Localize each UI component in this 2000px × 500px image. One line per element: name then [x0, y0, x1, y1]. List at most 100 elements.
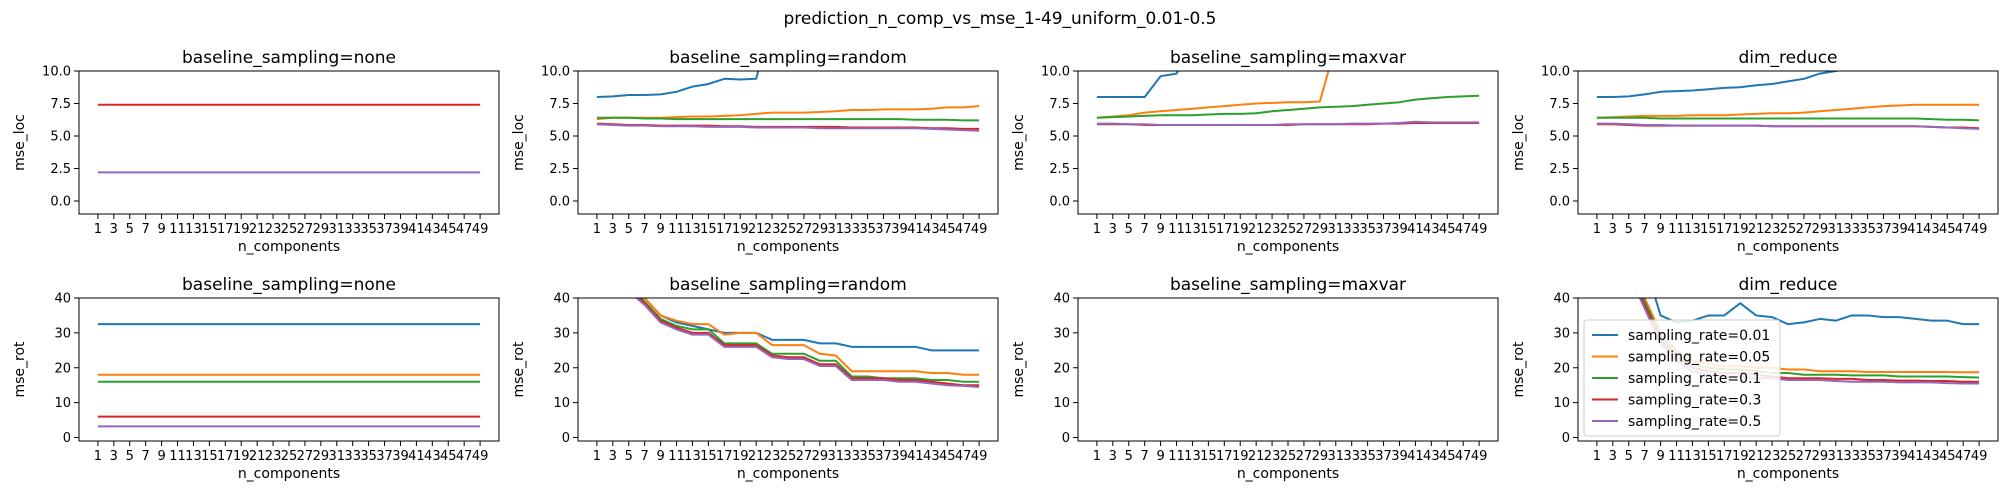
- x-tick-label: 43: [1423, 449, 1440, 464]
- y-tick-label: 10.0: [1041, 65, 1070, 80]
- x-tick-label: 37: [376, 449, 393, 464]
- x-tick-label: 35: [1359, 449, 1376, 464]
- x-tick-label: 13: [1184, 222, 1201, 237]
- x-tick-label: 43: [1923, 449, 1940, 464]
- x-tick-label: 47: [1955, 449, 1972, 464]
- y-tick-label: 40: [1553, 292, 1570, 307]
- y-tick-label: 2.5: [50, 162, 71, 177]
- x-axis-label: n_components: [1237, 239, 1339, 255]
- x-tick-label: 43: [1423, 222, 1440, 237]
- x-tick-label: 49: [1471, 222, 1488, 237]
- x-tick-label: 9: [656, 449, 664, 464]
- x-tick-label: 45: [1939, 449, 1956, 464]
- y-tick-label: 30: [1053, 326, 1070, 341]
- x-tick-label: 37: [1875, 222, 1892, 237]
- x-tick-label: 23: [265, 222, 282, 237]
- x-tick-label: 21: [748, 222, 765, 237]
- x-tick-label: 47: [955, 222, 972, 237]
- x-tick-label: 47: [955, 449, 972, 464]
- x-tick-label: 25: [1280, 449, 1297, 464]
- x-tick-label: 47: [1455, 449, 1472, 464]
- x-tick-label: 49: [472, 222, 489, 237]
- x-tick-label: 5: [1125, 222, 1133, 237]
- x-tick-label: 49: [472, 449, 489, 464]
- plot-frame: [78, 70, 500, 215]
- y-tick-label: 20: [1053, 361, 1070, 376]
- series-line-sampling-rate-0-5: [635, 298, 980, 388]
- series-line-sampling-rate-0-01: [596, 71, 760, 98]
- panel-3: 0.02.55.07.510.01 3 5 7 9 11 13 15 17 19 21 23 25 27 2…: [1011, 48, 1499, 255]
- x-tick-label: 5: [126, 449, 134, 464]
- x-tick-label: 9: [157, 222, 165, 237]
- x-axis-label: n_components: [1237, 466, 1339, 482]
- x-tick-label: 27: [1296, 449, 1313, 464]
- x-tick-label: 43: [1923, 222, 1940, 237]
- x-tick-label: 39: [392, 222, 409, 237]
- legend-label: sampling_rate=0.3: [1628, 393, 1761, 409]
- x-tick-label: 17: [217, 449, 234, 464]
- x-axis-label: n_components: [737, 466, 839, 482]
- y-tick-label: 10: [1053, 396, 1070, 411]
- legend: sampling_rate=0.01 sampling_rate=0.05samp…: [1583, 319, 1781, 437]
- x-tick-label: 11: [169, 449, 186, 464]
- y-tick-label: 40: [553, 292, 570, 307]
- x-tick-label: 29: [313, 449, 330, 464]
- x-axis-label: n_components: [238, 466, 340, 482]
- y-tick-label: 0: [562, 431, 570, 446]
- panel-title: dim_reduce: [1738, 48, 1837, 68]
- series-group: [1096, 71, 1480, 126]
- x-tick-label: 35: [1859, 449, 1876, 464]
- panel-4: 0.02.55.07.510.01 3 5 7 9 11 13 15 17 19 21 23 25 27 2…: [1511, 48, 1999, 255]
- x-tick-label: 45: [939, 222, 956, 237]
- x-tick-label: 23: [1764, 449, 1781, 464]
- y-axis-label: mse_loc: [1011, 114, 1027, 171]
- y-axis-label: mse_rot: [511, 341, 527, 398]
- x-tick-label: 1: [1093, 222, 1101, 237]
- x-tick-label: 5: [126, 222, 134, 237]
- y-tick-label: 0: [63, 431, 71, 446]
- y-tick-label: 5.0: [50, 130, 71, 145]
- x-tick-label: 17: [217, 222, 234, 237]
- x-tick-label: 39: [1891, 222, 1908, 237]
- x-tick-label: 31: [1828, 449, 1845, 464]
- x-tick-label: 39: [1391, 222, 1408, 237]
- x-tick-label: 45: [1439, 449, 1456, 464]
- x-tick-label: 41: [1907, 222, 1924, 237]
- y-tick-label: 20: [54, 361, 71, 376]
- x-tick-label: 23: [1264, 449, 1281, 464]
- x-tick-label: 21: [1748, 449, 1765, 464]
- x-tick-label: 23: [1264, 222, 1281, 237]
- y-tick-label: 0.0: [549, 195, 570, 210]
- panel-2: 0.02.55.07.510.01 3 5 7 9 11 13 15 17 19 21 23 25 27 2…: [511, 48, 999, 255]
- x-tick-label: 3: [609, 449, 617, 464]
- x-axis-label: n_components: [238, 239, 340, 255]
- panel-title: baseline_sampling=random: [669, 48, 907, 68]
- series-line-sampling-rate-0-05: [596, 105, 980, 121]
- x-tick-label: 19: [1732, 222, 1749, 237]
- x-tick-label: 13: [1684, 222, 1701, 237]
- x-tick-label: 17: [1216, 222, 1233, 237]
- y-tick-label: 0.0: [1549, 195, 1570, 210]
- x-tick-label: 35: [1359, 222, 1376, 237]
- x-tick-label: 35: [360, 222, 377, 237]
- series-line-sampling-rate-0-1: [640, 298, 980, 383]
- x-tick-label: 3: [110, 222, 118, 237]
- x-tick-label: 5: [1625, 449, 1633, 464]
- x-tick-label: 7: [142, 449, 150, 464]
- x-tick-label: 25: [780, 449, 797, 464]
- x-tick-label: 27: [297, 449, 314, 464]
- x-tick-label: 21: [1248, 222, 1265, 237]
- series-group: [1596, 71, 1980, 130]
- x-tick-label: 45: [440, 222, 457, 237]
- x-tick-label: 13: [1184, 449, 1201, 464]
- x-tick-label: 37: [1875, 449, 1892, 464]
- y-tick-label: 10.0: [42, 65, 71, 80]
- panel-title: dim_reduce: [1738, 275, 1837, 295]
- x-tick-label: 9: [1156, 449, 1164, 464]
- x-tick-label: 27: [297, 222, 314, 237]
- plot-frame: [577, 70, 999, 215]
- x-tick-label: 39: [891, 449, 908, 464]
